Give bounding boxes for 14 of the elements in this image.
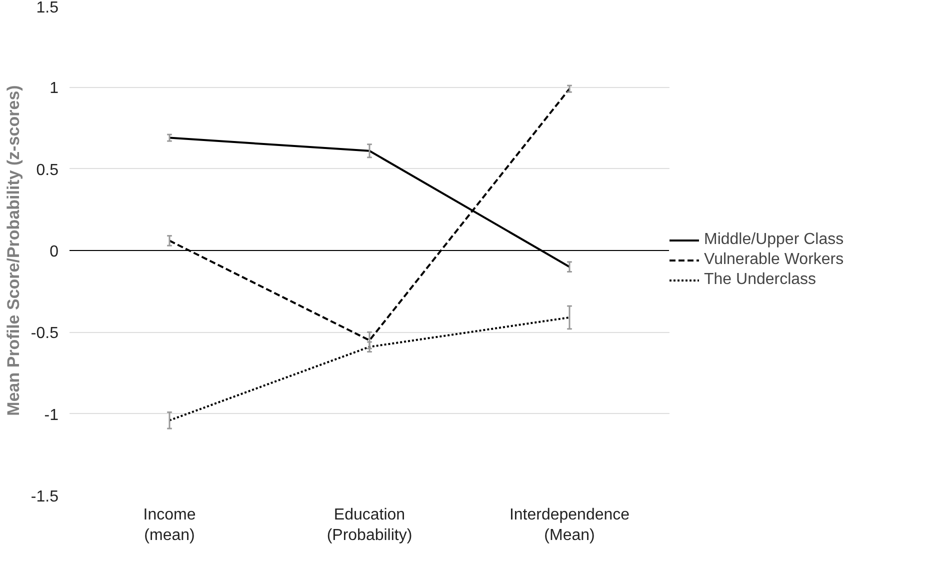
legend-label: Vulnerable Workers (704, 251, 844, 269)
legend-label: Middle/Upper Class (704, 231, 844, 249)
y-tick-label: -1.5 (30, 488, 59, 506)
y-tick-label: 1 (50, 80, 59, 98)
x-tick-label: Education (Probability) (326, 506, 412, 544)
y-axis-title: Mean Profile Score/Probability (z-scores) (4, 85, 23, 416)
x-tick-label: Income (mean) (143, 506, 196, 544)
y-tick-label: -1 (44, 406, 59, 424)
y-tick-label: -0.5 (30, 325, 59, 342)
legend-label: The Underclass (704, 271, 816, 289)
x-tick-label: Interdependence (Mean) (509, 506, 630, 544)
y-tick-label: 1.5 (36, 0, 59, 16)
y-tick-label: 0.5 (36, 162, 59, 179)
y-tick-label: 0 (50, 244, 59, 260)
